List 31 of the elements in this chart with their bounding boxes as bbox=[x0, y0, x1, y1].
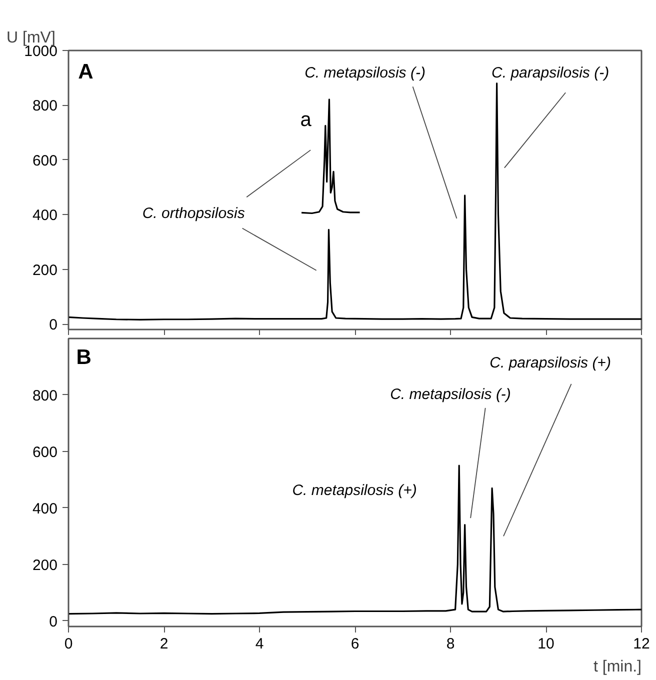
y-axis-title: U [mV] bbox=[6, 30, 56, 46]
y-tick-label: 800 bbox=[32, 387, 58, 404]
x-axis-title: t [min.] bbox=[593, 658, 642, 676]
x-tick-label: 8 bbox=[446, 636, 455, 652]
y-tick-label: 400 bbox=[32, 207, 58, 224]
annotation: C. orthopsilosis bbox=[142, 205, 246, 222]
y-tick-label: 200 bbox=[32, 556, 58, 574]
x-tick-label: 0 bbox=[64, 636, 73, 652]
x-tick-label: 12 bbox=[633, 636, 650, 652]
annotation: a bbox=[300, 108, 312, 131]
annotation: A bbox=[78, 60, 94, 84]
x-tick-label: 4 bbox=[255, 636, 264, 652]
annotation: C. parapsilosis (-) bbox=[492, 64, 610, 82]
y-tick-label: 0 bbox=[49, 316, 58, 334]
y-tick-label: 600 bbox=[32, 444, 58, 461]
x-tick-label: 10 bbox=[538, 636, 554, 652]
y-tick-label: 200 bbox=[32, 262, 58, 279]
y-tick-label: 0 bbox=[49, 613, 58, 630]
line-series bbox=[300, 98, 361, 214]
annotation: B bbox=[76, 346, 92, 370]
line-series bbox=[68, 82, 642, 320]
annotation: C. metapsilosis (-) bbox=[390, 386, 511, 403]
annotation: C. metapsilosis (-) bbox=[304, 64, 426, 82]
y-tick-label: 400 bbox=[32, 500, 58, 518]
line-series bbox=[68, 464, 642, 615]
y-tick-label: 600 bbox=[32, 152, 58, 170]
annotation: C. parapsilosis (+) bbox=[490, 354, 611, 372]
annotation: C. metapsilosis (+) bbox=[292, 482, 417, 500]
x-tick-label: 6 bbox=[350, 636, 360, 652]
x-tick-label: 2 bbox=[160, 636, 168, 652]
y-tick-label: 800 bbox=[32, 98, 58, 115]
